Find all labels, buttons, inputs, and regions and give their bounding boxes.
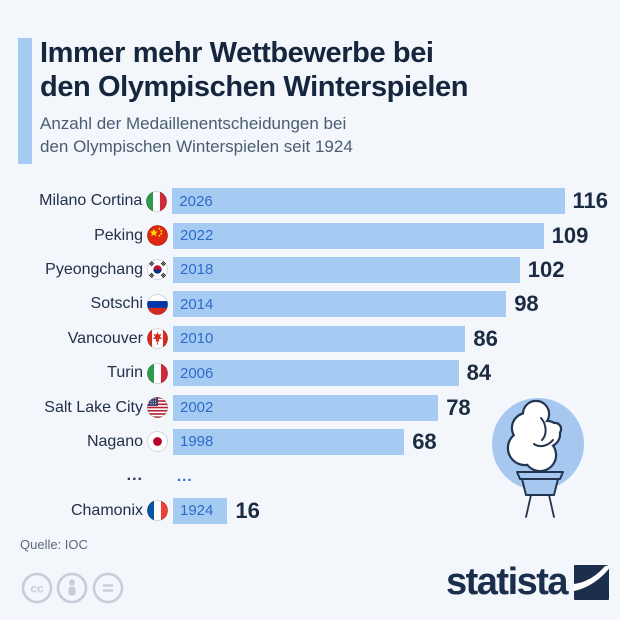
city-label: Vancouver: [67, 329, 143, 347]
city-label: Chamonix: [70, 501, 143, 519]
license-icons: cc: [21, 572, 124, 604]
statista-logo: statista: [446, 561, 610, 603]
value-bar: 2010: [173, 325, 466, 352]
city-label: Sotschi: [90, 295, 143, 313]
label-ellipsis: ...: [126, 467, 143, 485]
subtitle-line-2: den Olympischen Winterspielen seit 1924: [40, 137, 353, 156]
value-label: 78: [446, 394, 471, 420]
city-label: Pyeongchang: [45, 260, 143, 278]
bar-ellipsis: ...: [177, 467, 193, 485]
value-label: 98: [514, 291, 539, 317]
statista-logo-mark: [574, 565, 610, 600]
city-label: Peking: [94, 226, 143, 244]
year-label: 2022: [180, 227, 214, 245]
city-label: Nagano: [86, 432, 143, 450]
flag-canada-icon: [147, 328, 168, 350]
title-accent-bar: [18, 38, 32, 164]
value-label: 102: [527, 256, 565, 282]
value-label: 68: [412, 428, 437, 454]
olympic-torch-illustration: [492, 398, 584, 518]
city-label: Milano Cortina: [39, 192, 143, 210]
svg-text:cc: cc: [30, 582, 44, 596]
header: Immer mehr Wettbewerbe bei den Olympisch…: [40, 36, 605, 158]
cc-icon: [21, 572, 53, 604]
attribution-person-icon: [56, 572, 88, 604]
ellipsis-row: ......: [18, 459, 608, 493]
value-bar: 2002: [173, 394, 439, 421]
value-label: 86: [473, 325, 498, 351]
value-bar: 2006: [173, 360, 459, 387]
value-bar: 2014: [173, 291, 507, 318]
value-bar: 2018: [173, 256, 520, 283]
value-bar: 2022: [173, 222, 544, 249]
year-label: 2002: [180, 399, 214, 417]
bar-row: Vancouver 2010 86: [18, 322, 608, 356]
year-label: 2010: [180, 330, 214, 348]
value-label: 109: [551, 222, 589, 248]
bar-row: Chamonix 1924 16: [18, 494, 608, 528]
bar-row: Nagano 1998 68: [18, 425, 608, 459]
subtitle-line-1: Anzahl der Medaillenentscheidungen bei: [40, 114, 347, 133]
flag-south-korea-icon: [147, 259, 168, 281]
value-bar: 1998: [173, 428, 405, 455]
flag-usa-icon: [147, 397, 168, 418]
value-bar: 1924: [173, 497, 228, 524]
equals-icon: [92, 572, 124, 604]
year-label: 2018: [180, 261, 214, 279]
value-label: 16: [235, 497, 260, 523]
source-note: Quelle: IOC: [20, 537, 88, 552]
flag-china-icon: [147, 225, 168, 246]
bar-row: Sotschi 2014 98: [18, 287, 608, 321]
bar-chart: Milano Cortina 2026 116 Peking 2022 109 Pyeong…: [18, 184, 608, 528]
bar-row: Salt Lake City 2002 78: [18, 390, 608, 424]
value-label: 84: [466, 360, 492, 386]
flag-italy-icon: [147, 362, 168, 384]
city-label: Turin: [107, 364, 143, 382]
flag-japan-icon: [147, 431, 168, 453]
flag-italy-icon: [146, 190, 168, 212]
flag-france-icon: [147, 500, 168, 522]
value-bar: 2026: [172, 188, 565, 215]
bar-row: Milano Cortina 2026 116: [18, 184, 608, 218]
statista-wordmark: statista: [446, 561, 569, 603]
flag-russia-icon: [147, 293, 168, 315]
bar-row: Pyeongchang 2018 102: [18, 253, 608, 287]
year-label: 2006: [180, 364, 214, 382]
year-label: 2014: [180, 295, 214, 313]
year-label: 1998: [180, 433, 214, 451]
value-label: 116: [572, 188, 609, 214]
bar-row: Turin 2006 84: [18, 356, 608, 390]
year-label: 2026: [179, 192, 213, 210]
page-title: Immer mehr Wettbewerbe bei den Olympisch…: [40, 36, 605, 104]
year-label: 1924: [180, 502, 214, 520]
page-subtitle: Anzahl der Medaillenentscheidungen bei d…: [40, 112, 605, 158]
title-line-2: den Olympischen Winterspielen: [40, 71, 469, 103]
title-line-1: Immer mehr Wettbewerbe bei: [40, 37, 434, 69]
bar-row: Peking 2022 109: [18, 218, 608, 252]
city-label: Salt Lake City: [44, 398, 143, 416]
